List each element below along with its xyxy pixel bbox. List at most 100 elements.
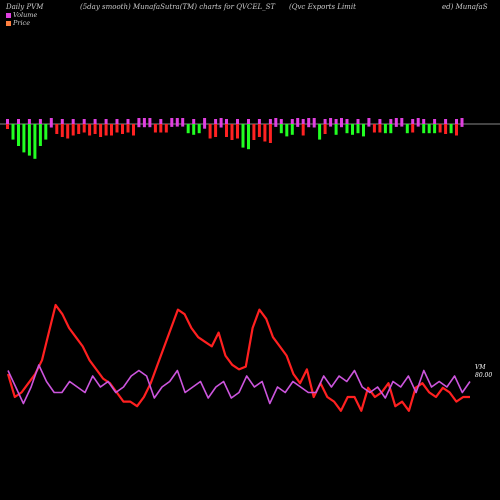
volume-bar bbox=[329, 118, 333, 127]
volume-bar bbox=[186, 124, 190, 134]
volume-bar bbox=[318, 124, 322, 140]
volume-bar bbox=[230, 124, 234, 140]
volume-bar-cap bbox=[268, 119, 272, 124]
volume-bar bbox=[296, 118, 300, 127]
volume-bar-cap bbox=[455, 119, 458, 124]
volume-bar-cap bbox=[214, 119, 218, 124]
volume-bar bbox=[394, 118, 398, 127]
volume-bar-cap bbox=[389, 119, 393, 124]
price-line bbox=[6, 303, 470, 412]
volume-bar-cap bbox=[38, 119, 42, 124]
volume-bar bbox=[99, 124, 103, 137]
volume-bar bbox=[411, 124, 415, 133]
volume-bar bbox=[334, 124, 338, 135]
volume-bar bbox=[132, 124, 135, 136]
volume-bar bbox=[241, 124, 245, 148]
volume-bar bbox=[449, 124, 453, 134]
volume-bar-cap bbox=[60, 119, 64, 124]
volume-bar bbox=[252, 124, 256, 140]
company-name-part2: ed) MunafaS bbox=[442, 3, 488, 11]
chart-subtitle: (5day smooth) MunafaSutra(TM) charts for… bbox=[80, 3, 276, 11]
legend-price-label: Price bbox=[13, 19, 31, 27]
volume-bar bbox=[268, 124, 272, 143]
volume-bar bbox=[17, 124, 20, 146]
volume-bar bbox=[219, 118, 223, 128]
legend-volume-swatch bbox=[6, 13, 11, 18]
volume-bar bbox=[142, 118, 146, 128]
volume-bar bbox=[82, 124, 86, 133]
readout-label: VM bbox=[475, 364, 486, 371]
volume-bar bbox=[274, 118, 278, 127]
volume-bar bbox=[126, 124, 130, 133]
volume-bar-cap bbox=[257, 119, 261, 124]
volume-bar bbox=[389, 124, 393, 134]
volume-bar-cap bbox=[17, 119, 20, 124]
volume-bar-cap bbox=[93, 119, 97, 124]
volume-bar-cap bbox=[104, 119, 108, 124]
volume-bar-cap bbox=[279, 119, 283, 124]
volume-bar bbox=[208, 124, 212, 139]
legend-price: Price bbox=[6, 19, 30, 27]
volume-bar-cap bbox=[236, 119, 239, 124]
volume-bars bbox=[6, 118, 464, 159]
volume-bar bbox=[433, 124, 437, 134]
volume-bar bbox=[22, 124, 26, 153]
volume-bar bbox=[66, 124, 70, 139]
volume-bar bbox=[236, 124, 239, 139]
volume-bar-cap bbox=[290, 119, 294, 124]
volume-bar bbox=[203, 118, 207, 129]
volume-bar bbox=[170, 118, 174, 127]
volume-bar bbox=[378, 124, 382, 133]
volume-line bbox=[7, 364, 471, 405]
volume-bar bbox=[257, 124, 261, 137]
volume-bar bbox=[455, 124, 458, 136]
volume-bar bbox=[340, 118, 343, 128]
volume-bar bbox=[27, 124, 31, 156]
volume-bar bbox=[351, 124, 354, 135]
volume-bar-cap bbox=[422, 119, 426, 124]
volume-bar-cap bbox=[159, 119, 163, 124]
readout-value: 80.00 bbox=[475, 372, 492, 379]
volume-bar bbox=[301, 124, 305, 136]
volume-bar bbox=[175, 118, 179, 127]
volume-bar bbox=[345, 124, 349, 134]
volume-bar-cap bbox=[126, 119, 130, 124]
volume-bar-cap bbox=[6, 119, 9, 124]
volume-bar bbox=[362, 124, 365, 137]
volume-bar bbox=[148, 118, 152, 128]
volume-bar-cap bbox=[115, 119, 119, 124]
volume-bar bbox=[181, 118, 185, 127]
legend-price-swatch bbox=[6, 21, 11, 26]
volume-bar bbox=[44, 124, 48, 140]
volume-bar-cap bbox=[82, 119, 86, 124]
company-name-part1: (Qvc Exports Limit bbox=[289, 3, 356, 11]
volume-bar bbox=[137, 118, 141, 128]
legend-volume-label: Volume bbox=[13, 11, 38, 19]
volume-bar bbox=[263, 124, 267, 142]
volume-bar bbox=[444, 124, 448, 134]
volume-bar-cap bbox=[247, 119, 250, 124]
chart-title: Daily PVM bbox=[6, 3, 44, 11]
volume-bar-cap bbox=[356, 119, 360, 124]
volume-bar bbox=[372, 124, 376, 133]
volume-bar-cap bbox=[334, 119, 338, 124]
volume-bar bbox=[159, 124, 163, 133]
volume-bar bbox=[38, 124, 42, 146]
volume-bar bbox=[197, 124, 201, 134]
volume-bar bbox=[279, 124, 283, 134]
volume-bar-cap bbox=[301, 119, 305, 124]
volume-bar bbox=[153, 124, 157, 133]
volume-bar bbox=[356, 124, 360, 134]
volume-bar-cap bbox=[378, 119, 382, 124]
volume-bar bbox=[93, 124, 97, 134]
volume-bar-cap bbox=[71, 119, 75, 124]
volume-bar-cap bbox=[444, 119, 448, 124]
volume-bar bbox=[247, 124, 250, 150]
volume-bar bbox=[307, 118, 311, 128]
volume-bar-cap bbox=[323, 119, 327, 124]
volume-bar bbox=[323, 124, 327, 134]
volume-bar bbox=[164, 124, 168, 133]
volume-bar bbox=[438, 124, 442, 133]
price-volume-lines bbox=[6, 303, 471, 412]
